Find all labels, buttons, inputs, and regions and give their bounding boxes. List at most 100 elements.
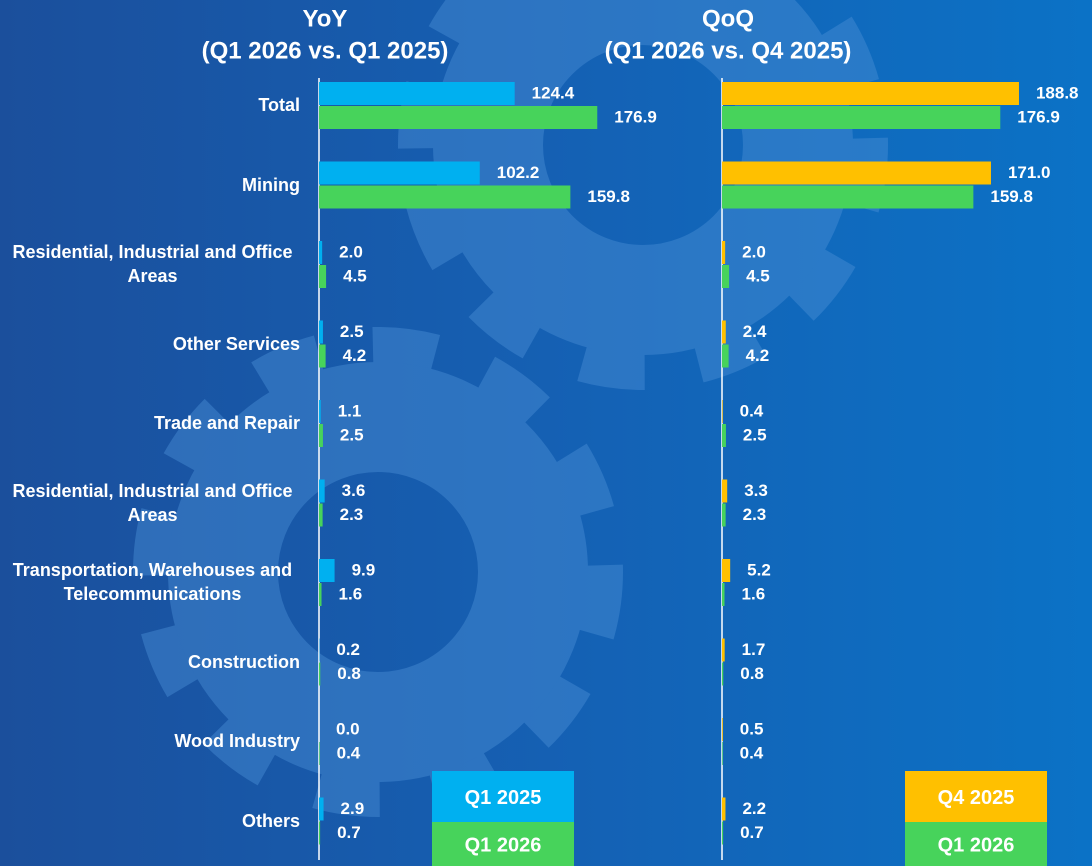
value-label: 2.5	[743, 425, 767, 444]
category-label: Construction	[5, 650, 300, 674]
bar	[722, 400, 723, 423]
value-label: 2.9	[341, 799, 365, 818]
bar	[319, 344, 326, 368]
value-label: 176.9	[1017, 107, 1060, 126]
bar	[319, 82, 515, 105]
value-label: 2.4	[743, 322, 767, 341]
bar	[319, 320, 323, 344]
value-label: 0.4	[337, 743, 361, 762]
value-label: 0.0	[336, 719, 360, 738]
bar	[319, 479, 325, 503]
bar	[722, 559, 731, 582]
category-text: Others	[241, 810, 300, 831]
legend-swatch	[905, 822, 1047, 866]
bar	[722, 662, 724, 686]
legend-swatch	[432, 822, 574, 866]
legend-swatch	[432, 771, 574, 822]
category-label: Other Services	[5, 332, 300, 356]
bar	[319, 161, 480, 185]
bar	[319, 241, 323, 264]
bar	[319, 797, 324, 821]
bar	[319, 821, 321, 845]
value-label: 4.2	[746, 346, 770, 365]
bar	[319, 185, 571, 209]
value-label: 3.6	[342, 481, 366, 500]
legend-swatch	[905, 771, 1047, 822]
chart-title: YoY	[303, 5, 348, 32]
category-label: Trade and Repair	[5, 411, 300, 435]
category-label: Total	[5, 93, 300, 117]
value-label: 2.5	[340, 322, 364, 341]
category-text: Wood Industry	[174, 731, 300, 751]
bar	[319, 742, 320, 765]
value-label: 0.8	[740, 664, 764, 683]
value-label: 159.8	[587, 187, 630, 206]
category-label: Residential, Industrial and Office Areas	[5, 240, 300, 288]
legend-label: Q1 2026	[938, 834, 1015, 856]
value-label: 2.3	[743, 505, 767, 524]
bar	[722, 82, 1019, 105]
bar	[722, 718, 723, 741]
value-label: 2.0	[339, 242, 363, 261]
category-text: Mining	[242, 174, 300, 195]
value-label: 2.5	[340, 425, 364, 444]
category-text: Construction	[188, 651, 300, 672]
value-label: 9.9	[352, 560, 376, 579]
category-text: Trade and Repair	[153, 413, 300, 433]
value-label: 1.1	[338, 401, 362, 420]
value-label: 176.9	[614, 107, 657, 126]
value-label: 124.4	[532, 83, 575, 102]
category-text: Total	[258, 95, 300, 115]
bar	[722, 424, 726, 447]
bar	[722, 742, 723, 765]
chart-subtitle: (Q1 2026 vs. Q1 2025)	[202, 37, 449, 64]
value-label: 159.8	[990, 187, 1033, 206]
value-label: 171.0	[1008, 163, 1051, 182]
value-label: 0.4	[740, 743, 764, 762]
value-label: 4.5	[343, 266, 367, 285]
value-label: 0.7	[337, 823, 361, 842]
value-label: 102.2	[497, 163, 540, 182]
category-label: Others	[5, 809, 300, 833]
category-label: Residential, Industrial and Office Areas	[5, 479, 300, 527]
value-label: 0.7	[740, 823, 764, 842]
value-label: 5.2	[747, 560, 771, 579]
value-label: 0.2	[336, 640, 360, 659]
value-label: 0.8	[337, 664, 361, 683]
chart-title: QoQ	[702, 5, 754, 32]
value-label: 0.5	[740, 719, 764, 738]
bar	[722, 503, 726, 527]
bar	[319, 559, 335, 582]
category-text: Other Services	[172, 333, 300, 354]
category-label: Wood Industry	[5, 729, 300, 753]
bar	[722, 821, 724, 845]
value-label: 3.3	[744, 481, 768, 500]
bar	[319, 662, 321, 686]
category-text: Transportation, Warehouses and Telecommu…	[12, 560, 293, 604]
value-label: 1.6	[742, 584, 766, 603]
bar	[722, 797, 726, 821]
bar	[319, 424, 323, 447]
bar	[722, 241, 726, 264]
value-label: 2.2	[742, 799, 766, 818]
value-label: 0.4	[740, 401, 764, 420]
value-label: 2.0	[742, 242, 766, 261]
bar	[722, 638, 725, 662]
bar	[722, 479, 728, 503]
value-label: 1.6	[339, 584, 363, 603]
bar	[319, 265, 327, 288]
legend-label: Q1 2025	[465, 787, 542, 809]
category-text: Residential, Industrial and Office Areas	[12, 480, 293, 525]
background-gear	[133, 0, 888, 817]
value-label: 4.5	[746, 266, 770, 285]
value-label: 2.3	[340, 505, 364, 524]
category-label: Mining	[5, 173, 300, 197]
bar	[722, 161, 991, 185]
bar	[722, 106, 1001, 129]
bar	[319, 106, 598, 129]
category-label: Transportation, Warehouses and Telecommu…	[5, 558, 300, 606]
bar	[319, 400, 321, 423]
bar	[722, 185, 974, 209]
